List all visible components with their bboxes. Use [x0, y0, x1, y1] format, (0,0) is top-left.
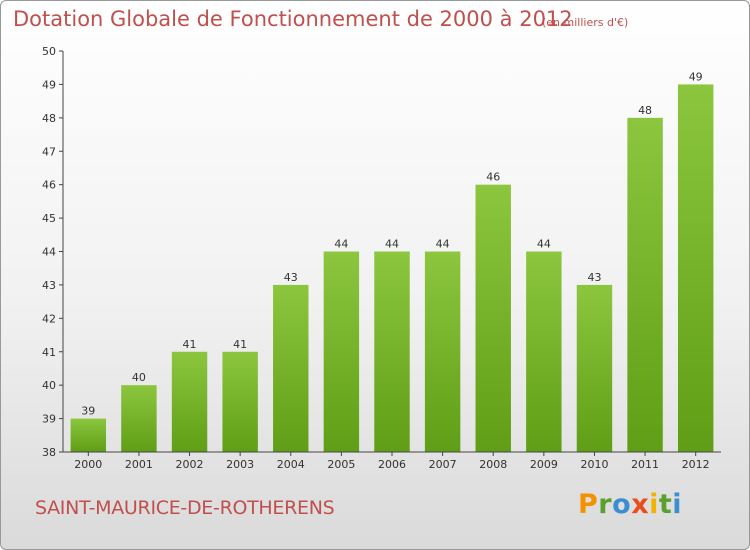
bar	[627, 117, 663, 452]
y-tick-label: 48	[42, 112, 56, 125]
data-label: 43	[284, 271, 298, 284]
data-label: 39	[81, 405, 95, 418]
bar	[374, 251, 410, 452]
logo-letter: P	[578, 489, 599, 520]
logo-letter: r	[598, 489, 613, 520]
x-tick-label: 2002	[176, 458, 204, 471]
y-tick-label: 41	[42, 346, 56, 359]
commune-name: SAINT-MAURICE-DE-ROTHERENS	[35, 497, 335, 519]
logo-letter: t	[658, 489, 673, 520]
logo-letter: i	[672, 489, 683, 520]
x-tick-label: 2005	[327, 458, 355, 471]
data-label: 44	[385, 238, 399, 251]
data-label: 48	[638, 104, 652, 117]
bars: 39 40 41 41 43 44 44 44 46 44 43 48 49	[70, 70, 714, 453]
logo-letter: i	[649, 489, 659, 520]
x-axis: 2000 2001 2002 2003 2004 2005 2006 2007 2008 2009…	[63, 451, 721, 471]
x-tick-label: 2004	[277, 458, 305, 471]
bar	[121, 385, 157, 452]
y-tick-label: 43	[42, 279, 56, 292]
data-label: 44	[334, 238, 348, 251]
data-label: 43	[587, 271, 601, 284]
y-tick-label: 50	[42, 45, 56, 58]
bar	[222, 351, 258, 452]
bar	[576, 284, 613, 452]
logo-letter: o	[612, 489, 632, 520]
chart-subtitle: (en milliers d'€)	[542, 16, 629, 29]
y-tick-label: 44	[42, 246, 56, 259]
y-tick-label: 47	[42, 145, 56, 158]
data-label: 49	[689, 70, 703, 83]
y-tick-label: 42	[42, 312, 56, 325]
data-label: 44	[436, 238, 450, 251]
data-label: 40	[132, 371, 146, 384]
x-tick-label: 2011	[631, 458, 659, 471]
data-label: 41	[233, 338, 247, 351]
bar	[677, 84, 714, 453]
x-tick-label: 2010	[580, 458, 608, 471]
x-tick-label: 2008	[479, 458, 507, 471]
data-label: 46	[486, 171, 500, 184]
y-tick-label: 49	[42, 78, 56, 91]
x-tick-label: 2012	[682, 458, 710, 471]
logo-letter: x	[631, 489, 650, 520]
proxiti-logo[interactable]: Proxiti	[578, 489, 682, 520]
x-tick-label: 2006	[378, 458, 406, 471]
y-tick-label: 40	[42, 379, 56, 392]
bar	[424, 251, 461, 452]
y-tick-label: 39	[42, 413, 56, 426]
chart-title: Dotation Globale de Fonctionnement de 20…	[13, 7, 573, 31]
bar	[323, 251, 360, 452]
y-tick-label: 38	[42, 446, 56, 459]
data-label: 41	[183, 338, 197, 351]
x-tick-label: 2001	[125, 458, 153, 471]
bar	[273, 284, 309, 452]
x-tick-label: 2007	[429, 458, 457, 471]
bar	[475, 184, 511, 452]
y-tick-label: 46	[42, 179, 56, 192]
bar	[526, 251, 562, 452]
x-tick-label: 2009	[530, 458, 558, 471]
data-label: 44	[537, 238, 551, 251]
y-tick-label: 45	[42, 212, 56, 225]
y-axis: 38 39 40 41 42 43 44 45 46 47 48 49 50	[42, 45, 64, 459]
bar	[171, 351, 208, 452]
bar	[70, 418, 107, 452]
x-tick-label: 2000	[74, 458, 102, 471]
x-tick-label: 2003	[226, 458, 254, 471]
